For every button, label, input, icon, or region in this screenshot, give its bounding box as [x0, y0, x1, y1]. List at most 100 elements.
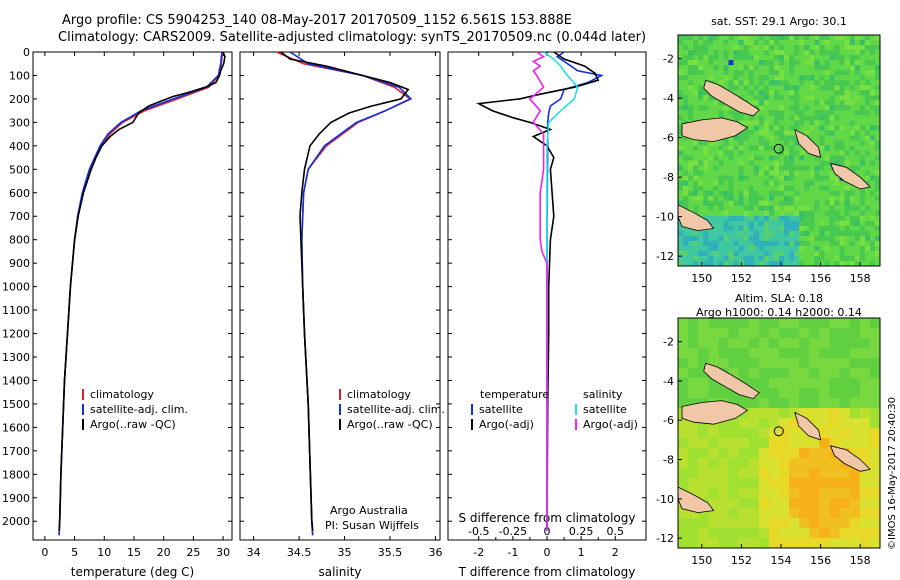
map-cell: [804, 215, 810, 222]
map-cell: [834, 215, 841, 222]
map-cell: [738, 498, 750, 509]
map-cell: [733, 170, 740, 177]
map-cell: [763, 55, 770, 61]
map-cell: [748, 378, 760, 389]
map-cell: [678, 160, 684, 167]
map-cell: [784, 155, 790, 162]
map-cell: [829, 498, 841, 509]
map-cell: [799, 478, 810, 489]
map-cell: [678, 115, 684, 121]
map-cell: [723, 220, 730, 227]
map-cell: [723, 65, 730, 71]
map-cell: [683, 35, 689, 41]
map-cell: [875, 170, 880, 177]
map-cell: [703, 185, 709, 192]
map-cell: [718, 100, 724, 106]
map-cell: [708, 378, 719, 389]
map-cell: [849, 80, 856, 86]
map-cell: [834, 195, 841, 202]
map-cell: [683, 165, 689, 172]
land-mass: [829, 162, 871, 190]
map-cell: [753, 55, 760, 61]
map-cell: [743, 230, 750, 237]
map-cell: [693, 90, 699, 96]
map-cell: [763, 240, 770, 247]
map-cell: [829, 398, 841, 409]
map-cell: [738, 210, 745, 217]
map-cell: [768, 200, 775, 207]
map-cell: [718, 45, 724, 51]
map-cell: [768, 35, 775, 41]
map-cell: [844, 95, 851, 101]
map-cell: [819, 488, 831, 499]
map-cell: [849, 155, 856, 162]
map-cell: [809, 200, 815, 207]
map-cell: [733, 165, 740, 172]
map-cell: [728, 368, 740, 379]
map-cell: [718, 428, 730, 439]
map-cell: [829, 35, 836, 41]
map-cell: [733, 261, 740, 266]
map-cell: [758, 55, 765, 61]
map-cell: [804, 70, 810, 76]
map-cell: [824, 90, 831, 96]
map-cell: [698, 50, 704, 56]
map-cell: [758, 75, 765, 81]
map-cell: [753, 120, 760, 126]
map-cell: [753, 185, 760, 192]
map-cell: [859, 235, 866, 242]
y-tick-label: -6: [663, 132, 674, 145]
map-cell: [849, 95, 856, 101]
map-cell: [728, 175, 735, 182]
map-cell: [789, 261, 795, 266]
map-cell: [824, 250, 831, 257]
map-cell: [789, 448, 800, 459]
map-cell: [718, 478, 730, 489]
map-cell: [829, 170, 836, 177]
map-cell: [718, 358, 730, 369]
map-cell: [839, 408, 851, 419]
map-cell: [779, 225, 785, 232]
map-cell: [678, 75, 684, 81]
map-cell: [738, 205, 745, 212]
map-cell: [869, 478, 880, 489]
map-cell: [723, 50, 730, 56]
map-cell: [678, 180, 684, 187]
map-cell: [723, 261, 730, 266]
map-cell: [738, 75, 745, 81]
map-cell: [809, 190, 815, 197]
map-cell: [678, 70, 684, 76]
map-cell: [708, 65, 714, 71]
map-cell: [869, 190, 876, 197]
map-cell: [794, 40, 800, 46]
map-cell: [859, 105, 866, 111]
x-tick-label: 158: [850, 272, 871, 285]
map-cell: [693, 85, 699, 91]
map-cell: [839, 378, 851, 389]
map-cell: [768, 418, 780, 429]
map-cell: [789, 488, 800, 499]
map-cell: [768, 185, 775, 192]
map-cell: [854, 150, 861, 157]
map-cell: [849, 190, 856, 197]
map-cell: [829, 318, 841, 329]
map-cell: [869, 35, 876, 41]
map-cell: [829, 85, 836, 91]
map-cell: [728, 508, 740, 519]
map-cell: [763, 90, 770, 96]
map-cell: [794, 250, 800, 257]
map-cell: [728, 135, 735, 141]
map-cell: [794, 75, 800, 81]
map-cell: [869, 538, 880, 548]
map-cell: [834, 115, 841, 121]
map-cell: [834, 256, 841, 262]
map-cell: [748, 220, 755, 227]
x-tick-label: 20: [157, 546, 171, 559]
map-cell: [718, 195, 724, 202]
map-cell: [824, 145, 831, 152]
map-cell: [688, 80, 694, 86]
map-cell: [758, 538, 770, 548]
map-cell: [718, 55, 724, 61]
map-cell: [733, 75, 740, 81]
map-cell: [834, 125, 841, 131]
